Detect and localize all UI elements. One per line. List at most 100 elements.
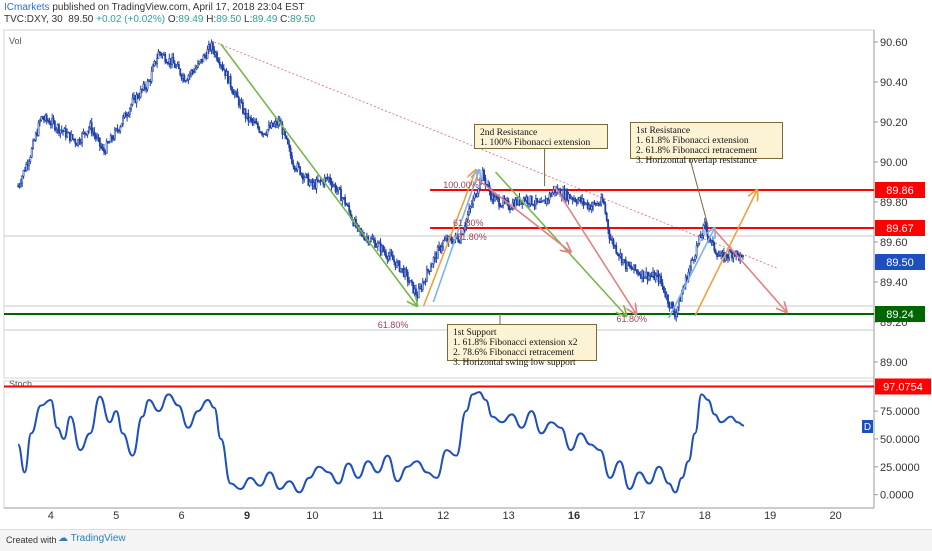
candle-body bbox=[569, 193, 571, 199]
annotation-1st-support[interactable]: 1st Support 1. 61.8% Fibonacci extension… bbox=[447, 324, 597, 368]
candle-body bbox=[180, 74, 183, 79]
candle-body bbox=[325, 177, 327, 179]
candle-body bbox=[622, 259, 624, 264]
candle-body bbox=[122, 116, 124, 124]
candle-body bbox=[293, 166, 296, 170]
annotation-line: 1. 61.8% Fibonacci extension x2 bbox=[453, 338, 578, 348]
candle-body bbox=[562, 189, 565, 199]
candle-body bbox=[432, 257, 435, 265]
candle-body bbox=[645, 271, 648, 278]
annotation-1st-resistance[interactable]: 1st Resistance 1. 61.8% Fibonacci extens… bbox=[630, 122, 783, 166]
candle-body bbox=[592, 202, 594, 207]
candle-body bbox=[717, 255, 720, 257]
candle-body bbox=[164, 54, 167, 63]
candle-body bbox=[641, 270, 644, 279]
candle-body bbox=[133, 95, 135, 99]
candle-body bbox=[97, 136, 100, 139]
candle-body bbox=[100, 145, 103, 148]
candle-body bbox=[434, 253, 436, 259]
candle-body bbox=[657, 273, 660, 282]
candle-body bbox=[594, 203, 597, 206]
candle-body bbox=[533, 204, 536, 207]
candle-body bbox=[394, 261, 397, 268]
candle-body bbox=[652, 271, 654, 277]
symbol-name[interactable]: TVC:DXY, 30 bbox=[4, 14, 63, 25]
dotted-trendline bbox=[214, 41, 777, 269]
candle-body bbox=[383, 250, 386, 253]
candle-body bbox=[138, 96, 141, 99]
candle-body bbox=[585, 202, 588, 205]
candle-body bbox=[286, 138, 289, 145]
candle-body bbox=[83, 131, 86, 135]
annotation-line: 2. 61.8% Fibonacci retracement bbox=[636, 146, 758, 156]
candle-body bbox=[311, 179, 314, 187]
candle-body bbox=[236, 91, 239, 98]
candle-body bbox=[217, 59, 220, 63]
candle-body bbox=[269, 124, 272, 129]
candle-body bbox=[289, 147, 292, 156]
candle-body bbox=[494, 196, 496, 202]
candle-body bbox=[613, 245, 616, 247]
candle-body bbox=[145, 88, 148, 90]
candle-body bbox=[654, 274, 657, 281]
candle-body bbox=[297, 163, 300, 167]
candle-body bbox=[529, 195, 532, 205]
fib-level-label: 61.80% bbox=[453, 218, 484, 228]
candle-body bbox=[412, 281, 415, 294]
candle-body bbox=[573, 198, 575, 201]
candle-body bbox=[541, 200, 544, 203]
candle-body bbox=[543, 199, 545, 202]
candle-body bbox=[169, 58, 172, 65]
candle-body bbox=[271, 122, 274, 127]
candle-body bbox=[344, 197, 347, 205]
candle-body bbox=[720, 253, 723, 257]
candle-body bbox=[38, 120, 41, 123]
low-value: 89.49 bbox=[252, 14, 278, 25]
candle-body bbox=[551, 192, 554, 197]
x-tick-label: 18 bbox=[699, 510, 711, 522]
annotation-line: 1. 61.8% Fibonacci extension bbox=[636, 136, 749, 146]
candle-body bbox=[380, 245, 383, 253]
candle-body bbox=[195, 66, 198, 70]
candle-body bbox=[139, 88, 142, 98]
candle-body bbox=[391, 255, 394, 261]
candle-body bbox=[115, 128, 118, 131]
candle-body bbox=[706, 229, 709, 238]
tradingview-logo[interactable]: ☁ TradingView bbox=[58, 533, 126, 544]
annotation-2nd-resistance[interactable]: 2nd Resistance 1. 100% Fibonacci extensi… bbox=[474, 124, 608, 149]
candle-body bbox=[694, 255, 697, 260]
candle-body bbox=[225, 71, 228, 76]
publisher-name[interactable]: ICmarkets bbox=[4, 2, 50, 13]
candle-body bbox=[721, 252, 724, 255]
candle-body bbox=[742, 255, 744, 257]
candle-body bbox=[528, 202, 530, 205]
candle-body bbox=[514, 199, 517, 209]
candle-body bbox=[86, 130, 89, 136]
candle-body bbox=[68, 131, 71, 142]
candle-body bbox=[552, 189, 555, 194]
x-tick-label: 17 bbox=[633, 510, 645, 522]
candle-body bbox=[498, 197, 500, 207]
candle-body bbox=[658, 276, 661, 282]
candle-body bbox=[18, 184, 21, 187]
candle-body bbox=[53, 121, 56, 131]
candle-body bbox=[168, 58, 171, 64]
candle-body bbox=[581, 198, 584, 203]
trend-arrow bbox=[220, 43, 417, 306]
candle-body bbox=[85, 133, 88, 136]
candle-body bbox=[496, 196, 499, 199]
candle-body bbox=[64, 128, 67, 138]
candle-body bbox=[669, 302, 672, 308]
candle-body bbox=[692, 259, 695, 261]
x-tick-label: 16 bbox=[568, 510, 580, 522]
candle-body bbox=[201, 58, 203, 63]
candle-body bbox=[642, 270, 645, 279]
candle-body bbox=[77, 139, 79, 146]
candle-body bbox=[94, 134, 97, 139]
candle-body bbox=[440, 246, 443, 251]
open-key: O: bbox=[167, 14, 179, 25]
candle-body bbox=[524, 198, 526, 201]
open-value: 89.49 bbox=[178, 14, 204, 25]
candle-body bbox=[731, 252, 733, 259]
